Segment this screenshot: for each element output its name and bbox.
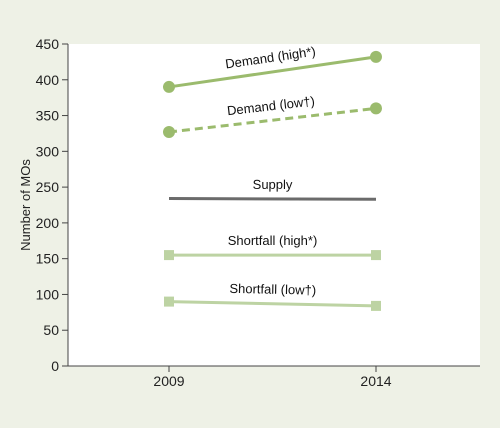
y-tick-label: 350 <box>36 108 60 124</box>
data-point <box>164 250 174 261</box>
series-3: Supply <box>168 177 377 201</box>
data-point <box>163 80 175 93</box>
data-point <box>164 296 174 307</box>
data-point <box>370 102 382 115</box>
y-tick-label: 0 <box>51 358 59 374</box>
y-tick-label: 400 <box>36 72 60 88</box>
series-line <box>168 106 377 134</box>
series-line <box>168 300 377 308</box>
x-tick-label: 2014 <box>360 373 391 389</box>
data-point <box>371 300 381 311</box>
data-point <box>370 50 382 63</box>
y-tick-label: 250 <box>36 179 60 195</box>
series-label: Shortfall (high*) <box>228 233 318 248</box>
data-point <box>163 126 175 139</box>
y-tick-label: 100 <box>36 286 60 302</box>
y-axis: 0 50 100 150 200 250 300 350 400 450 <box>36 36 69 374</box>
series-5: Shortfall (low†) <box>164 281 381 311</box>
series-label: Shortfall (low†) <box>229 281 316 298</box>
series-line <box>168 197 377 201</box>
y-tick-label: 150 <box>36 251 60 267</box>
plot-area <box>68 44 480 366</box>
y-axis-title: Number of MOs <box>18 159 33 251</box>
series-4: Shortfall (high*) <box>164 233 381 261</box>
series-label: Supply <box>253 177 293 192</box>
y-tick-label: 200 <box>36 215 60 231</box>
y-tick-label: 450 <box>36 36 60 52</box>
series-2: Demand (low†) <box>163 93 382 139</box>
series-line <box>168 55 377 89</box>
data-point <box>371 250 381 261</box>
x-axis: 2009 2014 <box>68 365 480 389</box>
y-tick-label: 50 <box>43 322 59 338</box>
y-tick-label: 300 <box>36 143 60 159</box>
x-tick-label: 2009 <box>153 373 184 389</box>
